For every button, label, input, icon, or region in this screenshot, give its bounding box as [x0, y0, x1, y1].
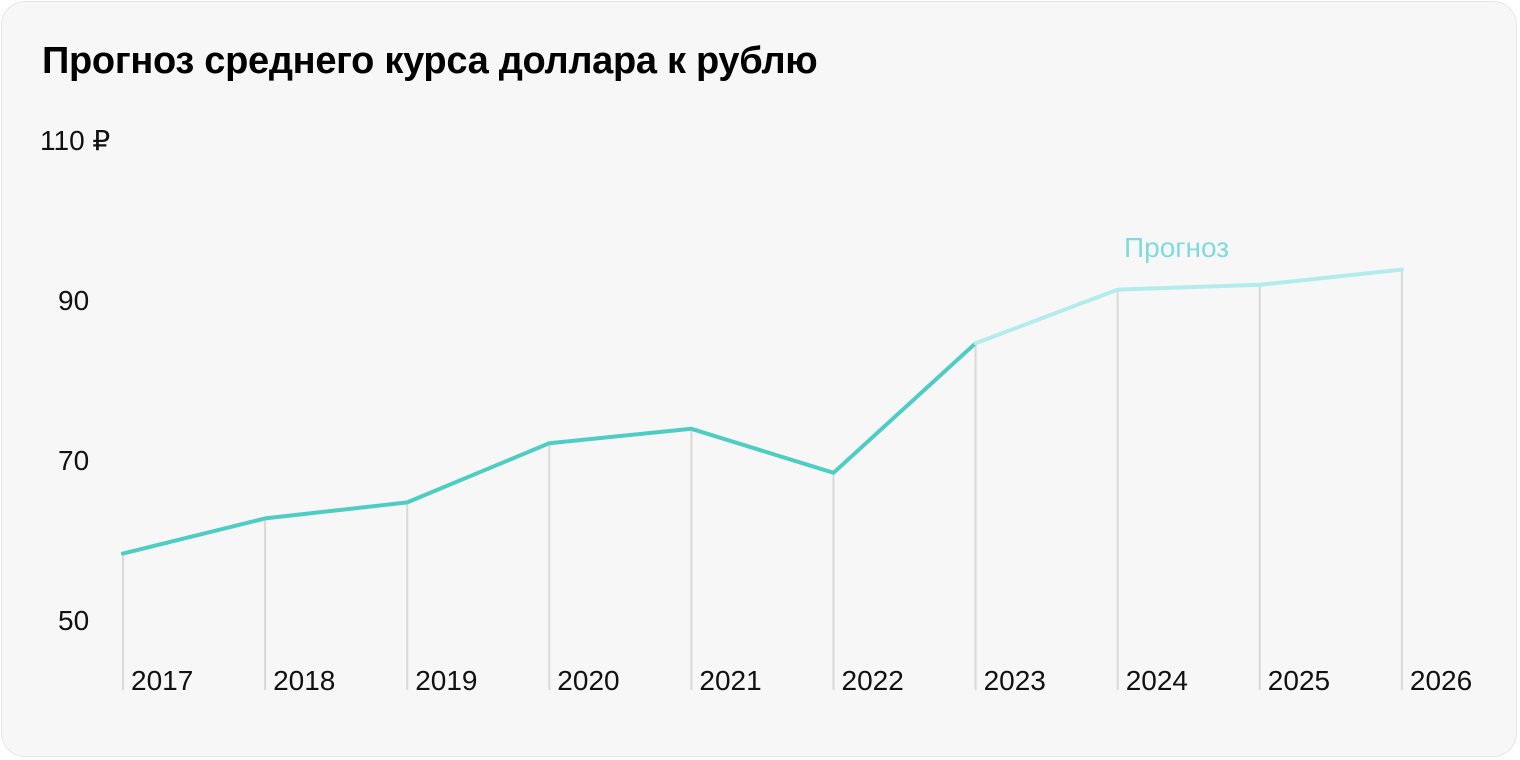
x-tick-label: 2019 [415, 665, 477, 696]
series-line-actual [121, 341, 978, 556]
x-tick-label: 2021 [699, 665, 761, 696]
series-line-forecast [973, 267, 1404, 346]
x-tick-label: 2022 [842, 665, 904, 696]
y-tick-label: 90 [58, 285, 89, 316]
forecast-annotation: Прогноз [1124, 232, 1229, 263]
x-tick-label: 2017 [131, 665, 193, 696]
chart-title: Прогноз среднего курса доллара к рублю [42, 40, 818, 82]
x-tick-label: 2026 [1410, 665, 1472, 696]
x-tick-label: 2020 [557, 665, 619, 696]
x-tick-label: 2024 [1126, 665, 1188, 696]
x-tick-label: 2025 [1268, 665, 1330, 696]
y-tick-label: 70 [58, 445, 89, 476]
x-tick-label: 2018 [273, 665, 335, 696]
y-tick-label: 110 ₽ [40, 125, 110, 156]
x-tick-label: 2023 [984, 665, 1046, 696]
y-tick-label: 50 [58, 605, 89, 636]
